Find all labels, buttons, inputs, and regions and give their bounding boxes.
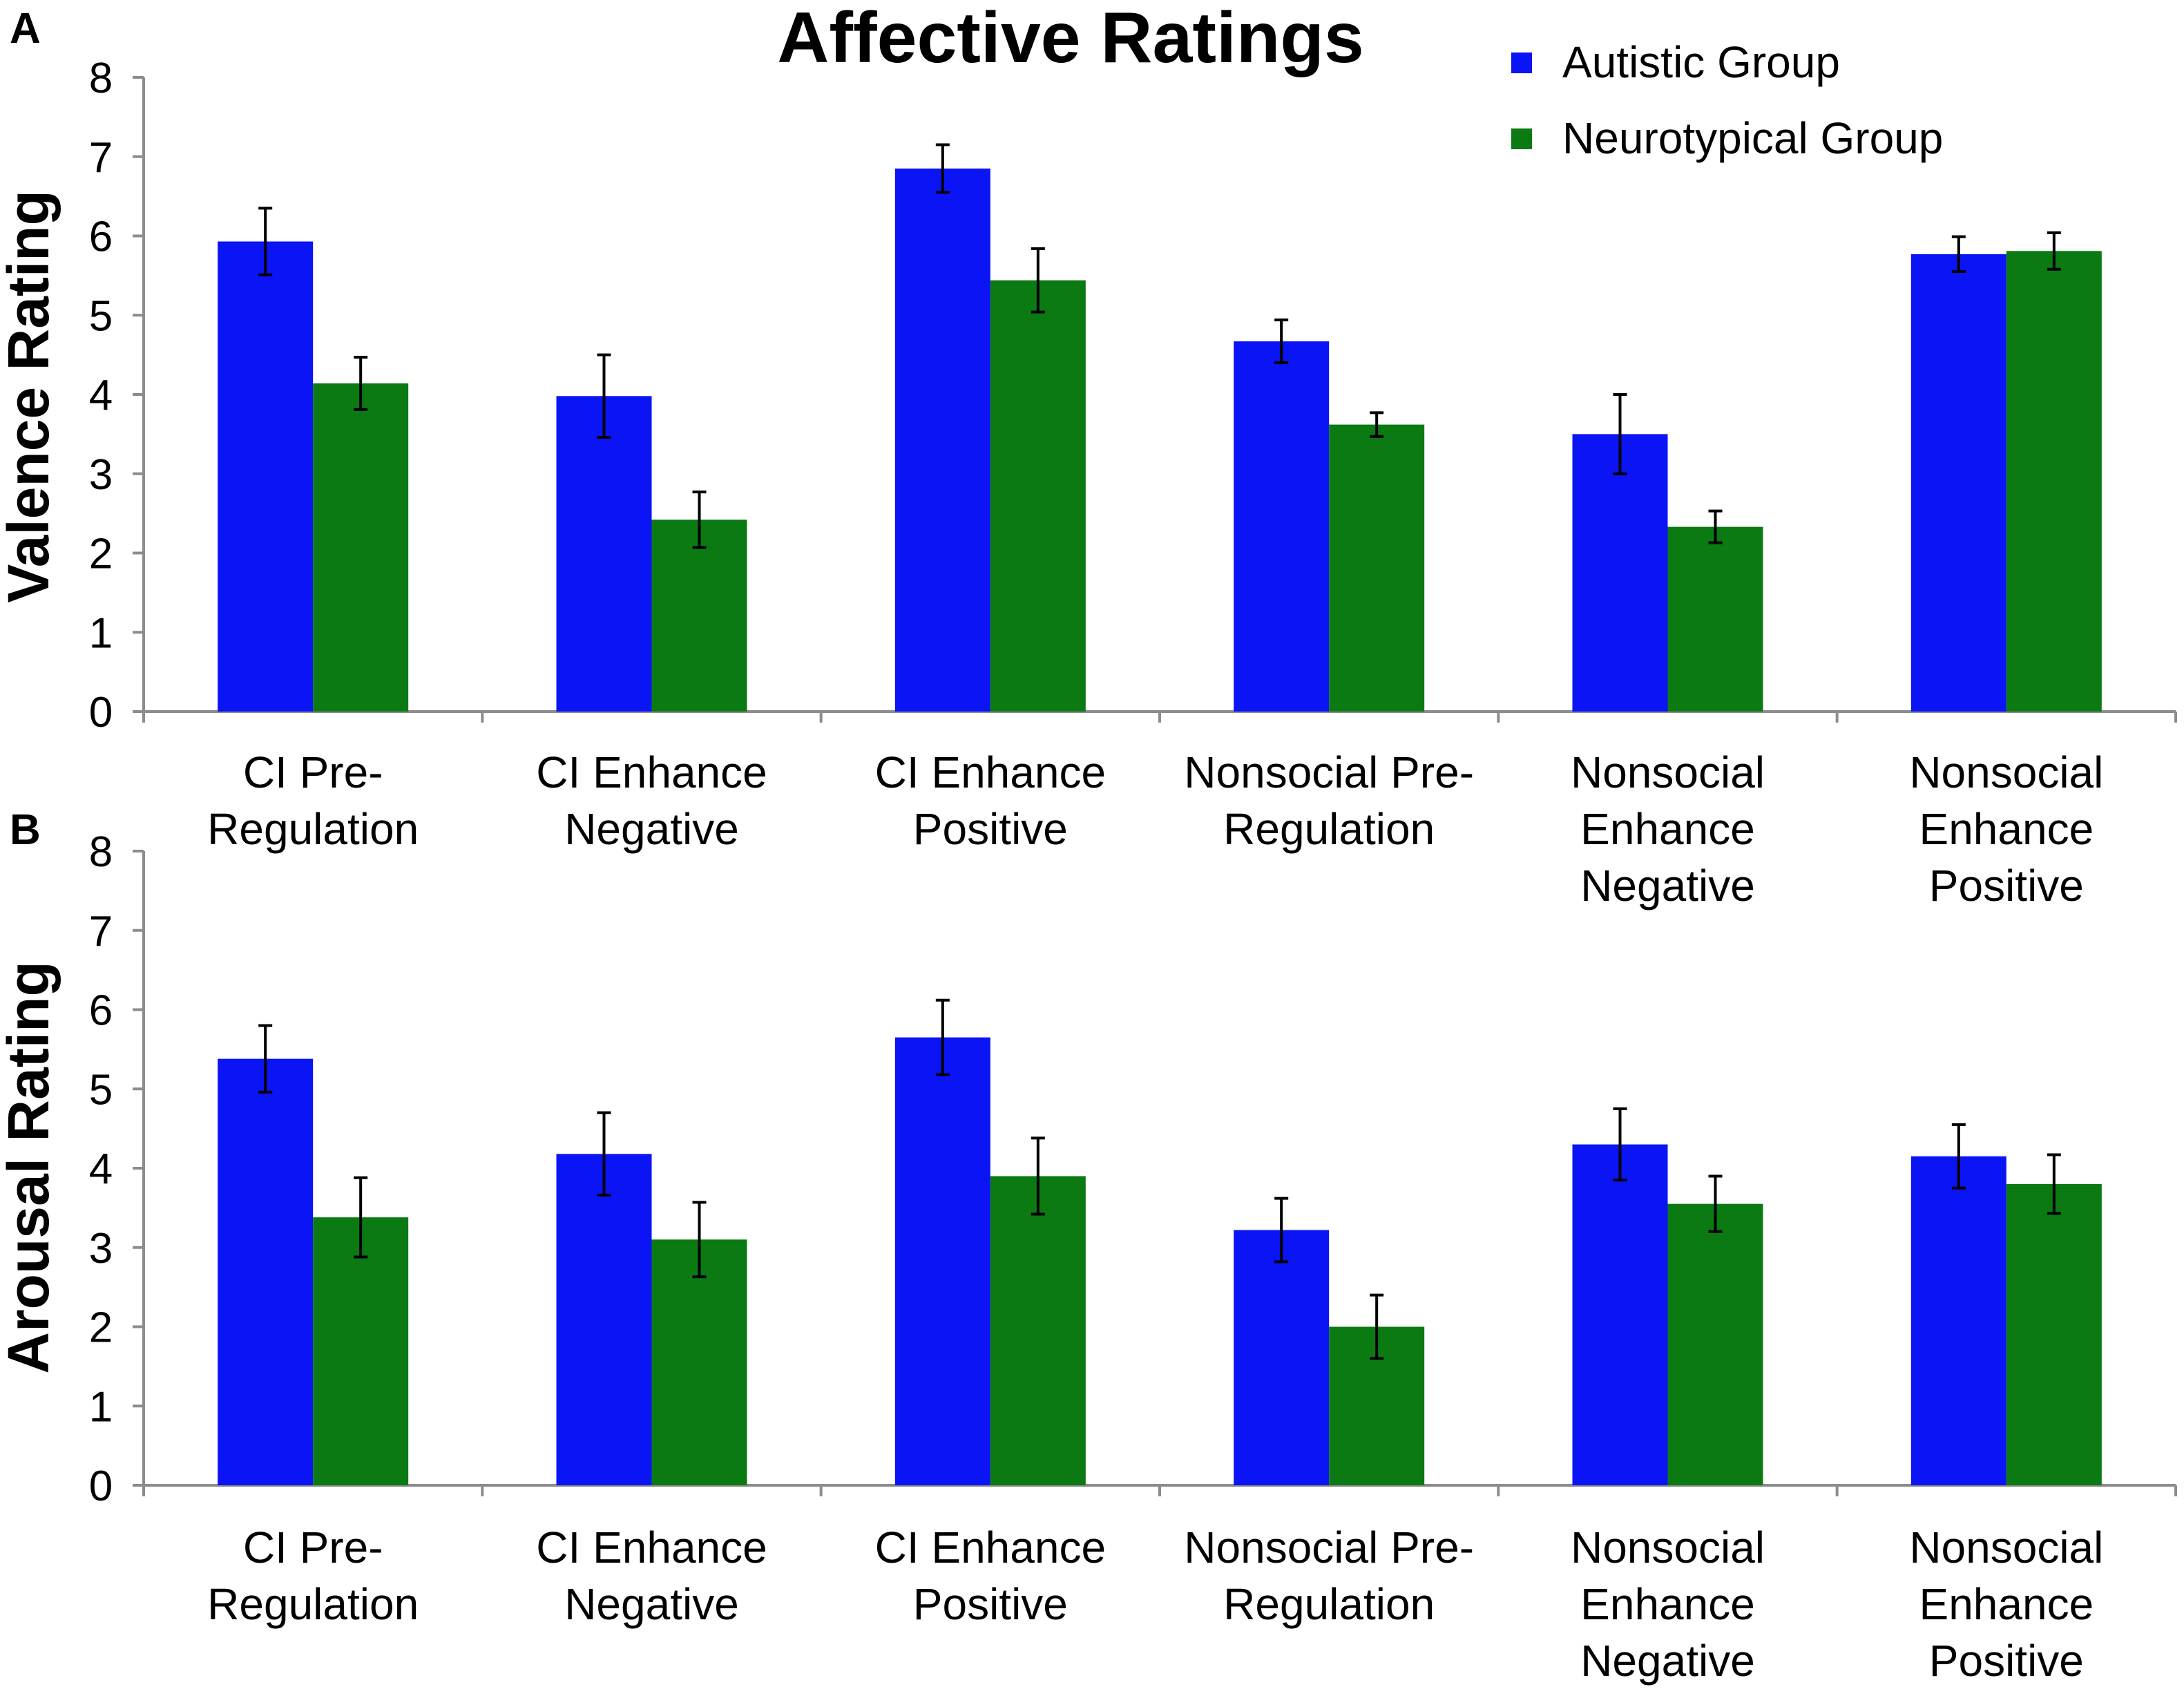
y-tick-label: 8 [89, 55, 113, 102]
bar-autistic [218, 241, 314, 712]
chart-title: Affective Ratings [777, 0, 1364, 78]
category-label: CI Pre- Regulation [207, 747, 419, 854]
category-label-line: Regulation [207, 1579, 419, 1629]
category-label: CI Enhance Positive [875, 747, 1106, 854]
category-label-line: Nonsocial [1571, 747, 1765, 797]
y-tick-label: 2 [89, 1304, 113, 1352]
category-label-line: Positive [1929, 1636, 2084, 1686]
category-label-line: Negative [1580, 861, 1755, 911]
panel-a-letter: A [10, 5, 41, 53]
category-label-line: Enhance [1919, 1579, 2094, 1629]
bar-neurotypical [651, 1239, 747, 1485]
category-label-line: Positive [913, 1579, 1068, 1629]
category-label: Nonsocial Pre- Regulation [1184, 1523, 1474, 1629]
panel-a-plot: 0 1 2 3 4 5 6 7 8 CI Pre- Regulation CI Enhance Nega… [89, 55, 2177, 911]
category-label-line: CI Enhance [875, 747, 1106, 797]
legend-swatch-neurotypical [1511, 128, 1532, 149]
category-label-line: CI Pre- [243, 1523, 383, 1572]
y-tick-label: 7 [89, 908, 113, 955]
bar-autistic [556, 1154, 652, 1485]
legend-label-neurotypical: Neurotypical Group [1562, 113, 1943, 163]
bar-autistic [556, 396, 652, 712]
category-label: Nonsocial Enhance Positive [1909, 1523, 2103, 1686]
category-label-line: Regulation [1223, 804, 1435, 854]
bar-neurotypical [1329, 424, 1425, 712]
bar-autistic [1234, 341, 1330, 712]
category-label-line: Nonsocial Pre- [1184, 747, 1474, 797]
y-tick-label: 6 [89, 987, 113, 1035]
panel-b-letter: B [10, 806, 41, 854]
bar-neurotypical [1667, 1203, 1763, 1485]
category-label-line: Nonsocial Pre- [1184, 1523, 1474, 1572]
y-tick-label: 2 [89, 531, 113, 578]
bar-neurotypical [2006, 1183, 2102, 1485]
bar-neurotypical [2006, 251, 2102, 712]
category-label-line: CI Enhance [875, 1523, 1106, 1572]
category-label: CI Enhance Negative [536, 747, 767, 854]
y-tick-label: 5 [89, 292, 113, 340]
bar-neurotypical [313, 1217, 409, 1485]
y-tick-label: 5 [89, 1066, 113, 1114]
y-tick-label: 0 [89, 689, 113, 736]
y-tick-label: 3 [89, 451, 113, 499]
category-label: CI Enhance Positive [875, 1523, 1106, 1629]
y-tick-label: 3 [89, 1225, 113, 1273]
y-tick-label: 4 [89, 372, 113, 419]
panel-b-plot: 0 1 2 3 4 5 6 7 8 CI Pre- Regulation CI Enhance Nega… [89, 828, 2177, 1686]
bar-autistic [1910, 254, 2006, 712]
bar-autistic [1910, 1156, 2006, 1485]
category-label-line: Nonsocial [1909, 747, 2103, 797]
category-label: CI Pre- Regulation [207, 1523, 419, 1629]
y-axis-label-arousal: Arousal Rating [0, 961, 61, 1373]
bar-neurotypical [313, 383, 409, 712]
y-tick-label: 1 [89, 609, 113, 657]
bar-neurotypical [651, 520, 747, 712]
bar-autistic [1234, 1230, 1330, 1485]
category-label-line: Positive [913, 804, 1068, 854]
category-label-line: Negative [564, 804, 739, 854]
category-label-line: Enhance [1919, 804, 2094, 854]
category-label-line: CI Enhance [536, 1523, 767, 1572]
category-label-line: Enhance [1580, 1579, 1755, 1629]
y-tick-label: 0 [89, 1462, 113, 1510]
category-label: Nonsocial Enhance Negative [1571, 1523, 1765, 1686]
category-label-line: Nonsocial [1571, 1523, 1765, 1572]
category-label-line: Negative [1580, 1636, 1755, 1686]
legend-swatch-autistic [1511, 53, 1532, 73]
category-label: CI Enhance Negative [536, 1523, 767, 1629]
category-label-line: CI Pre- [243, 747, 383, 797]
bar-neurotypical [990, 280, 1086, 712]
y-tick-label: 1 [89, 1383, 113, 1431]
category-label-line: Regulation [1223, 1579, 1435, 1629]
category-label: Nonsocial Pre- Regulation [1184, 747, 1474, 854]
bar-autistic [894, 1037, 990, 1485]
y-axis-label-valence: Valence Rating [0, 190, 61, 603]
category-label-line: Nonsocial [1909, 1523, 2103, 1572]
category-label: Nonsocial Enhance Positive [1909, 747, 2103, 911]
y-tick-label: 8 [89, 828, 113, 876]
bar-autistic [1572, 1144, 1668, 1485]
category-label-line: Enhance [1580, 804, 1755, 854]
category-label-line: CI Enhance [536, 747, 767, 797]
bar-neurotypical [990, 1176, 1086, 1485]
category-label-line: Positive [1929, 861, 2084, 911]
y-tick-label: 6 [89, 213, 113, 261]
bar-autistic [1572, 434, 1668, 712]
category-label-line: Negative [564, 1579, 739, 1629]
legend: Autistic Group Neurotypical Group [1511, 37, 1943, 163]
bar-autistic [218, 1058, 314, 1485]
bar-autistic [894, 168, 990, 712]
legend-label-autistic: Autistic Group [1562, 37, 1840, 87]
y-tick-label: 4 [89, 1145, 113, 1193]
bar-neurotypical [1667, 526, 1763, 712]
category-label: Nonsocial Enhance Negative [1571, 747, 1765, 911]
category-label-line: Regulation [207, 804, 419, 854]
y-tick-label: 7 [89, 134, 113, 182]
